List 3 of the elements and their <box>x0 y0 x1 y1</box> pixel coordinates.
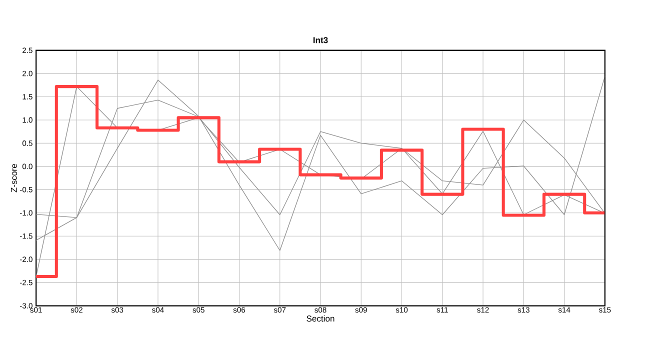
chart-title: Int3 <box>313 37 328 44</box>
y-axis-title: Z-score <box>10 164 17 192</box>
x-axis-title: Section <box>306 315 334 322</box>
